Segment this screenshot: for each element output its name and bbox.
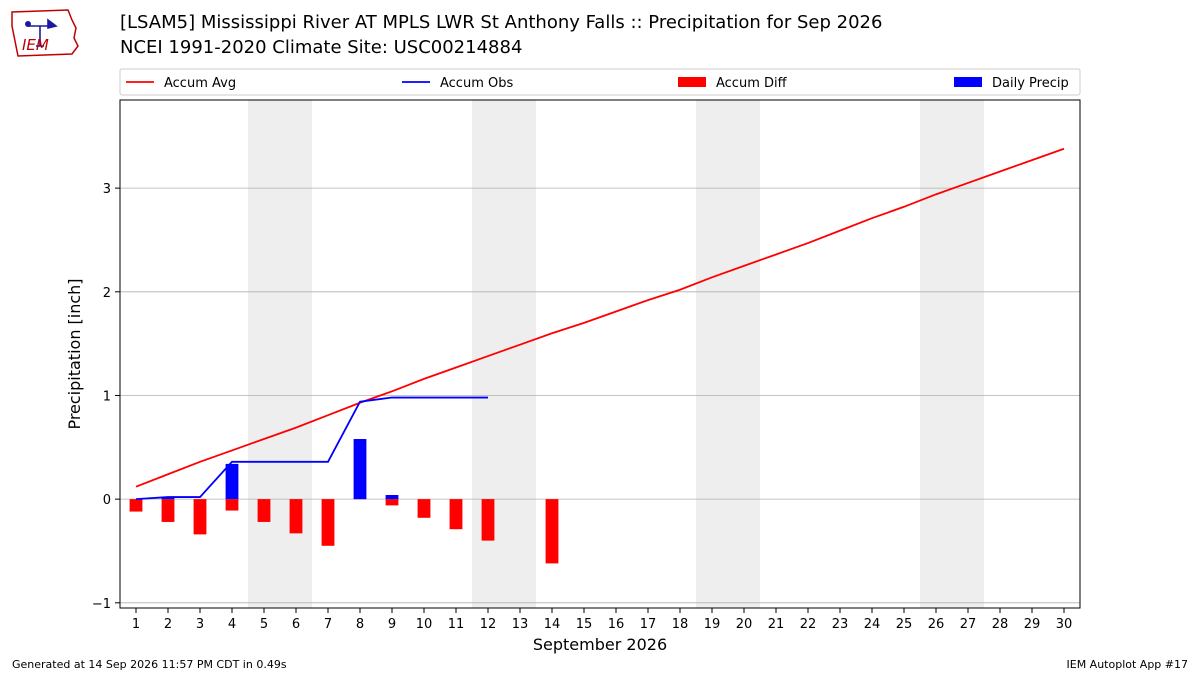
y-axis-label: Precipitation [inch] [65,278,84,429]
x-tick-label: 22 [800,617,817,632]
x-tick-label: 28 [992,617,1009,632]
accum-obs-line [135,396,488,501]
legend: Accum Avg Accum Obs Accum Diff Daily Precip [119,68,1081,96]
x-tick-label: 25 [896,617,913,632]
app-note: IEM Autoplot App #17 [1066,658,1189,671]
x-tick-label: 23 [832,617,849,632]
accum-diff-bar [257,499,271,522]
plot-frame [119,99,1081,609]
accum-diff-bar [385,499,399,506]
x-tick-label: 15 [576,617,593,632]
generated-note: Generated at 14 Sep 2026 11:57 PM CDT in… [12,658,287,671]
accum-diff-bar [289,499,303,534]
logo-text: IEM [22,36,49,54]
x-tick-label: 20 [736,617,753,632]
accum-diff-bar [225,499,239,511]
accum-diff-bar [449,499,463,530]
x-tick-label: 9 [388,617,396,632]
x-tick-label: 12 [480,617,497,632]
x-tick-label: 24 [864,617,881,632]
weekend-shading [248,100,984,608]
accum-diff-bar [481,499,495,541]
x-tick-label: 2 [164,617,172,632]
x-tick-label: 14 [544,617,561,632]
x-tick-label: 18 [672,617,689,632]
legend-label-accum-diff: Accum Diff [716,76,788,91]
daily-precip-bars [161,439,399,500]
x-tick-label: 6 [292,617,300,632]
legend-label-accum-obs: Accum Obs [440,76,513,91]
x-tick-label: 27 [960,617,977,632]
x-axis: 1 2 3 4 5 6 7 8 9 10 11 12 13 14 15 16 17 18 19 20 21 22 23 24 2… [132,608,1072,632]
y-tick-label: −1 [92,597,111,612]
x-tick-label: 30 [1056,617,1073,632]
legend-frame [119,68,1081,96]
accum-diff-bar [193,499,207,535]
x-tick-label: 8 [356,617,364,632]
x-tick-label: 26 [928,617,945,632]
y-tick-label: 2 [103,286,111,301]
legend-label-daily-precip: Daily Precip [992,76,1069,91]
accum-diff-bars [129,498,559,564]
daily-precip-bar [385,494,399,500]
anemometer-icon [25,21,31,27]
grid-lines [120,187,1080,604]
weekend-band-2 [696,100,760,608]
accum-diff-bar [417,499,431,518]
x-tick-label: 1 [132,617,140,632]
series-lines [135,147,1065,501]
accum-diff-bar [321,499,335,546]
x-tick-label: 11 [448,617,465,632]
x-axis-label: September 2026 [533,635,667,654]
x-tick-label: 7 [324,617,332,632]
daily-precip-bar [225,463,239,500]
x-tick-label: 3 [196,617,204,632]
weather-station-icon [28,18,58,47]
x-tick-label: 16 [608,617,625,632]
legend-swatch-daily-precip [954,77,982,87]
x-tick-label: 13 [512,617,529,632]
y-tick-label: 1 [103,389,111,404]
accum-avg-line [135,147,1065,488]
x-tick-label: 10 [416,617,433,632]
weekend-band-3 [920,100,984,608]
legend-label-accum-avg: Accum Avg [164,76,236,91]
accum-diff-bar [545,499,559,564]
x-tick-label: 17 [640,617,657,632]
x-tick-label: 21 [768,617,785,632]
y-tick-label: 3 [103,182,111,197]
x-tick-label: 19 [704,617,721,632]
x-tick-label: 4 [228,617,236,632]
y-tick-label: 0 [103,493,111,508]
chart-subtitle: NCEI 1991-2020 Climate Site: USC00214884 [120,37,523,58]
y-axis: −1 0 1 2 3 [92,182,120,612]
legend-swatch-accum-diff [678,77,706,87]
daily-precip-bar [353,439,367,500]
x-tick-label: 5 [260,617,268,632]
iem-logo: IEM [11,9,79,57]
daily-precip-bar [161,497,175,500]
chart-title: [LSAM5] Mississippi River AT MPLS LWR St… [120,12,883,33]
x-tick-label: 29 [1024,617,1041,632]
accum-diff-bar [161,499,175,522]
accum-diff-bar [129,499,143,512]
